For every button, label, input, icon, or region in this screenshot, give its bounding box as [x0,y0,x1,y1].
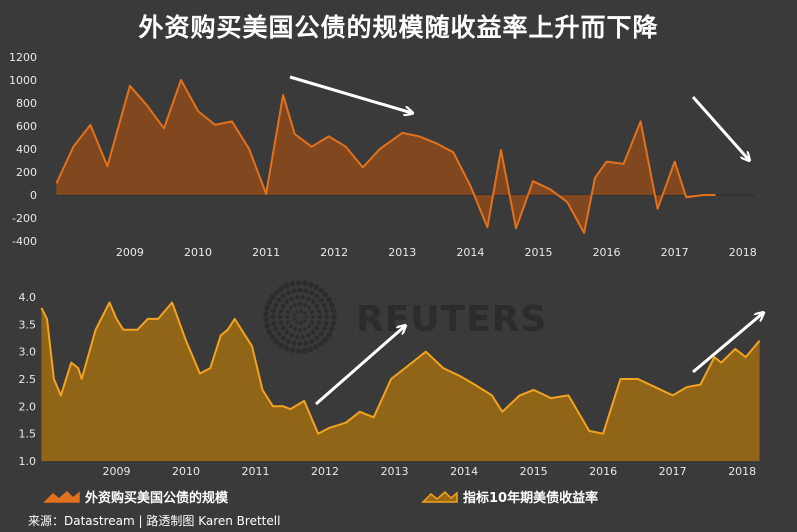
legend-label: 指标10年期美债收益率 [463,490,598,506]
watermark-text: REUTERS [356,299,547,340]
bottom-x-tick-label: 2013 [381,465,409,478]
bottom-y-tick-label: 2.5 [19,373,37,386]
top-y-tick-label: -400 [12,235,37,248]
source-note: 来源：Datastream | 路透制图 Karen Brettell [28,514,281,528]
top-x-tick-label: 2017 [661,246,689,259]
top-y-tick-label: 400 [16,143,37,156]
top-x-tick-label: 2011 [252,246,280,259]
top-x-tick-label: 2018 [729,246,757,259]
legend: 外资购买美国公债的规模 指标10年期美债收益率 [43,490,598,506]
legend-swatch [43,490,80,503]
top-series-area [56,80,716,233]
bottom-y-tick-label: 1.0 [19,455,37,468]
top-x-tick-label: 2014 [456,246,484,259]
bottom-y-tick-label: 2.0 [19,400,37,413]
bottom-x-tick-label: 2010 [172,465,200,478]
legend-item-purchases: 外资购买美国公债的规模 [43,490,229,506]
top-y-tick-label: 0 [30,189,37,202]
top-y-tick-label: 600 [16,120,37,133]
top-x-tick-label: 2013 [388,246,416,259]
bottom-chart: 4.0 3.5 3.0 2.5 2.0 1.5 1.0 2009 2010 2011 2012 201… [19,291,761,478]
arrow-up-right-bottom-middle [315,326,405,406]
bottom-y-tick-label: 1.5 [19,428,37,441]
reuters-logo-icon [263,280,337,354]
bottom-x-tick-label: 2012 [311,465,339,478]
arrow-down-right-top-right [691,96,749,160]
arrow-up-right-bottom-right [692,313,763,374]
top-x-tick-label: 2012 [320,246,348,259]
bottom-x-tick-label: 2016 [589,465,617,478]
bottom-x-tick-label: 2015 [520,465,548,478]
bottom-y-tick-label: 3.5 [19,318,37,331]
top-x-tick-label: 2009 [116,246,144,259]
legend-swatch [421,490,458,503]
top-series-line [55,79,716,234]
top-y-tick-label: 1200 [9,51,37,64]
chart-title: 外资购买美国公债的规模随收益率上升而下降 [138,13,659,42]
arrow-down-right-top-middle [289,75,412,113]
top-x-tick-label: 2010 [184,246,212,259]
top-chart: 1200 1000 800 600 400 200 0 -200 -400 2009 2010 201… [9,51,757,259]
trend-arrows [289,75,763,406]
legend-item-yield: 指标10年期美债收益率 [421,490,598,506]
bottom-x-tick-label: 2017 [659,465,687,478]
top-y-tick-label: 1000 [9,74,37,87]
bottom-x-tick-label: 2014 [450,465,478,478]
top-y-tick-label: 200 [16,166,37,179]
bottom-x-tick-label: 2009 [102,465,130,478]
top-y-tick-label: -200 [12,212,37,225]
bottom-series-line [40,301,761,435]
bottom-x-tick-label: 2011 [242,465,270,478]
legend-label: 外资购买美国公债的规模 [84,490,229,506]
top-x-tick-label: 2015 [524,246,552,259]
bottom-x-tick-label: 2018 [728,465,756,478]
reuters-watermark: REUTERS [263,280,547,354]
bottom-y-tick-label: 4.0 [19,291,37,304]
top-x-tick-label: 2016 [593,246,621,259]
bottom-series-area [41,302,760,461]
top-y-tick-label: 800 [16,97,37,110]
bottom-y-tick-label: 3.0 [19,346,37,359]
